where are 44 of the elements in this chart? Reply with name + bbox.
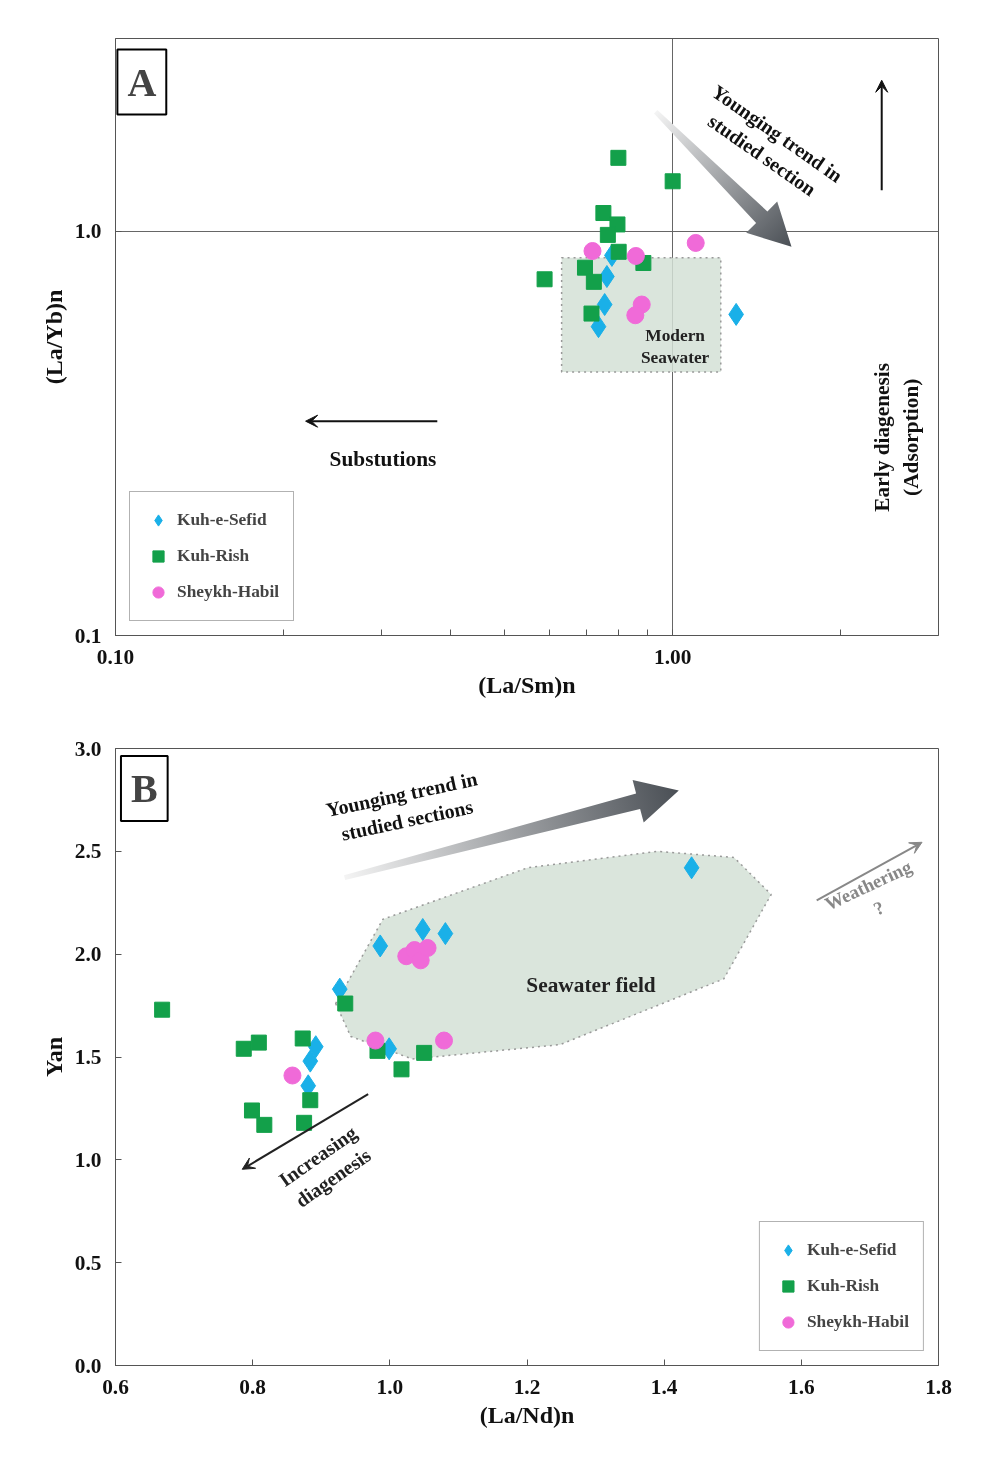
y-tick-label: 2.5 bbox=[74, 839, 102, 864]
y-tick-label: 3.0 bbox=[74, 736, 102, 761]
legend-label: Sheykh-Habil bbox=[177, 582, 280, 602]
x-axis-title: (La/Sm)n bbox=[478, 671, 576, 698]
x-tick-label: 1.2 bbox=[513, 1374, 541, 1399]
y-axis-title: (La/Yb)n bbox=[40, 289, 67, 385]
point bbox=[302, 1092, 319, 1109]
point bbox=[243, 1102, 260, 1119]
annotation: Substutions bbox=[329, 446, 437, 471]
point bbox=[307, 1035, 324, 1059]
annotation: Modern Seawater bbox=[640, 325, 710, 368]
y-tick-label: 1.5 bbox=[74, 1045, 102, 1069]
x-tick-label: 1.4 bbox=[650, 1374, 678, 1399]
point bbox=[283, 1066, 302, 1085]
legend-label: Kuh-e-Sefid bbox=[177, 510, 267, 530]
point bbox=[393, 1061, 410, 1078]
x-tick-label: 0.8 bbox=[239, 1374, 267, 1399]
text: A bbox=[127, 59, 157, 105]
annotation: Younging trend in studied sections bbox=[323, 767, 480, 845]
x-tick-label: 1.0 bbox=[376, 1374, 404, 1399]
annotation: Seawater field bbox=[526, 972, 656, 997]
chart-title: B bbox=[130, 766, 158, 812]
y-axis-title: Yan bbox=[40, 1036, 67, 1078]
point bbox=[256, 1116, 273, 1133]
x-axis-title: (La/Nd)n bbox=[479, 1401, 575, 1428]
x-tick-label: 1.8 bbox=[925, 1374, 952, 1399]
legend-label: Kuh-Rish bbox=[177, 546, 250, 566]
point bbox=[154, 1001, 171, 1018]
x-tick-label: 1.00 bbox=[654, 644, 692, 669]
x-tick-label: 1.6 bbox=[788, 1374, 815, 1399]
annotation: Early diagenesis (Adsorption) bbox=[870, 362, 923, 512]
point bbox=[302, 1049, 319, 1073]
legend-label: Sheykh-Habil bbox=[806, 1312, 909, 1332]
point bbox=[294, 1030, 311, 1047]
y-tick-label: 0.0 bbox=[74, 1353, 102, 1378]
point bbox=[235, 1040, 252, 1057]
y-tick-label: 0.5 bbox=[74, 1250, 102, 1275]
legend-label: Kuh-Rish bbox=[806, 1276, 880, 1296]
y-tick-label: 1.0 bbox=[74, 1147, 102, 1172]
x-tick-label: 0.6 bbox=[102, 1374, 130, 1399]
legend-label: Kuh-e-Sefid bbox=[806, 1240, 897, 1260]
point bbox=[250, 1034, 267, 1051]
y-tick-label: 1.0 bbox=[74, 219, 102, 244]
y-tick-label: 2.0 bbox=[74, 942, 102, 967]
